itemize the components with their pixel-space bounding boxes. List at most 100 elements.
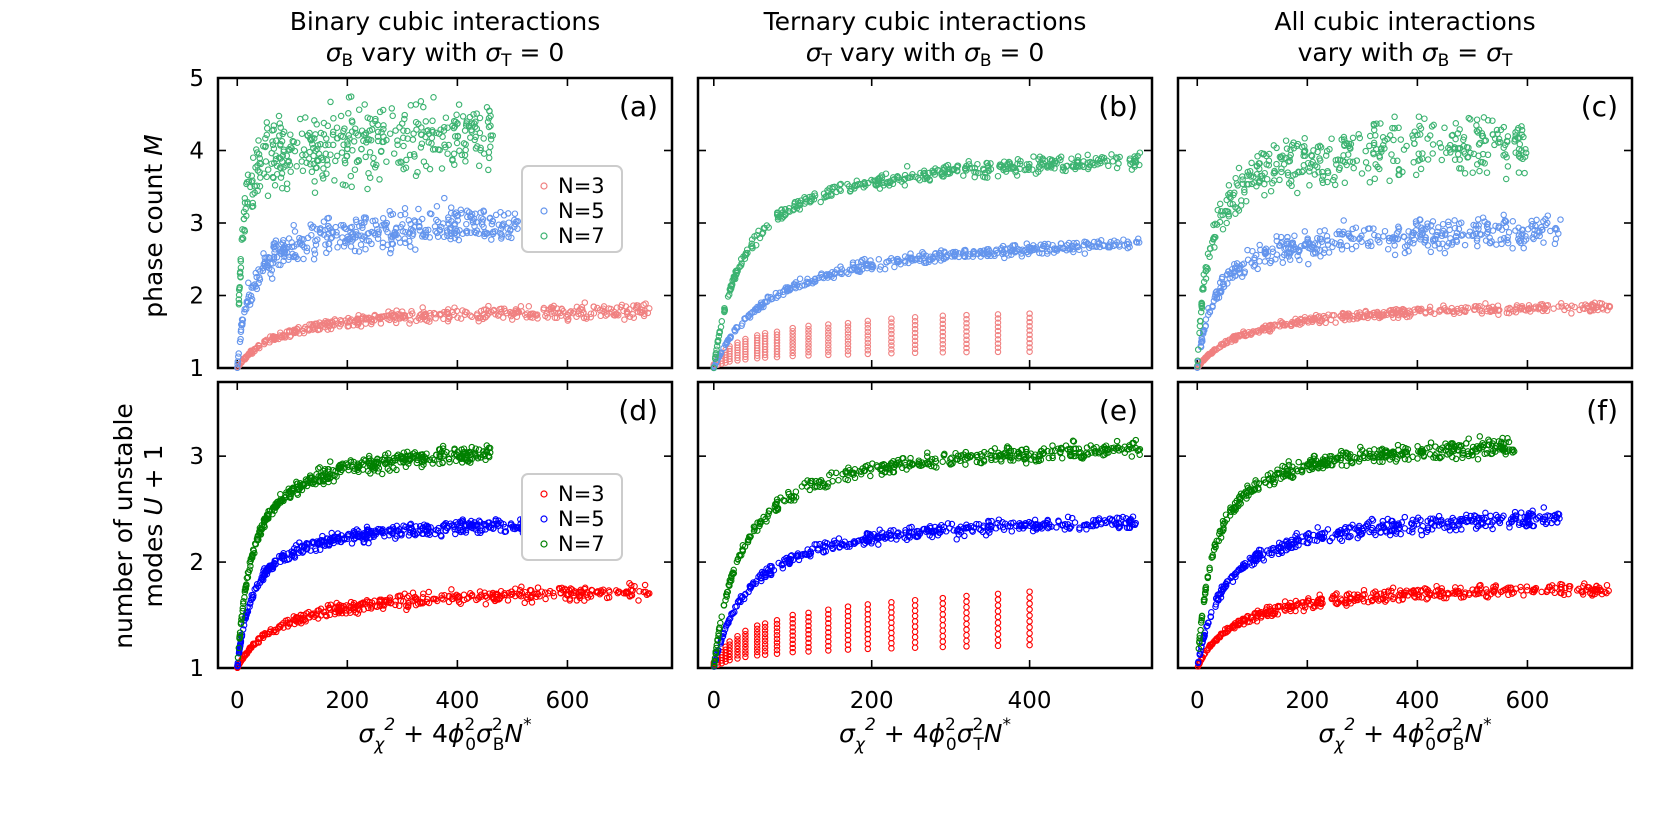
data-point (563, 313, 570, 321)
data-point (277, 490, 284, 498)
data-point (1429, 141, 1437, 148)
data-point (1476, 167, 1483, 175)
data-point (508, 310, 515, 317)
data-point (401, 205, 409, 212)
data-point (300, 146, 308, 153)
data-point (485, 154, 493, 162)
data-point (875, 256, 883, 263)
y-tick-label: 5 (189, 66, 204, 92)
data-point (1473, 116, 1481, 123)
data-point (1441, 124, 1448, 132)
data-point (327, 98, 334, 106)
data-point (417, 316, 424, 323)
data-point (514, 218, 522, 225)
data-point (459, 113, 467, 120)
column-title-all: All cubic interactions vary with σB = σT (1274, 7, 1535, 71)
data-point (508, 316, 516, 323)
x-tick-label: 0 (230, 688, 245, 714)
data-point (340, 243, 348, 250)
data-point (633, 304, 641, 311)
data-point (1520, 244, 1527, 252)
data-point (392, 319, 400, 327)
data-point (1469, 169, 1476, 176)
data-point (1417, 165, 1425, 173)
data-point (420, 103, 427, 111)
data-points (710, 436, 1144, 670)
data-point (1372, 132, 1379, 139)
series-N5 (234, 194, 530, 372)
legend-label: N=5 (558, 199, 605, 223)
data-point (429, 117, 436, 125)
y-tick-label: 1 (189, 356, 204, 382)
legend: N=3N=5N=7 (521, 165, 623, 253)
data-point (453, 111, 460, 119)
data-point (316, 226, 324, 233)
data-point (281, 334, 289, 341)
data-point (458, 209, 465, 217)
data-point (453, 139, 461, 147)
data-point (508, 234, 515, 242)
column-title-line1: Ternary cubic interactions (763, 7, 1087, 36)
data-point (630, 314, 638, 321)
data-point (1305, 260, 1312, 268)
data-point (1276, 176, 1283, 184)
data-point (351, 247, 359, 255)
data-point (1306, 168, 1313, 175)
data-point (430, 94, 437, 101)
data-point (510, 310, 518, 318)
data-point (238, 321, 245, 328)
data-point (406, 237, 413, 245)
data-point (817, 198, 824, 206)
y-tick-label: 2 (189, 284, 204, 310)
data-point (432, 228, 439, 235)
data-point (1424, 156, 1432, 163)
data-point (459, 307, 466, 314)
data-point (261, 262, 268, 270)
data-point (485, 123, 493, 131)
data-point (1366, 179, 1374, 186)
data-point (280, 257, 287, 265)
data-point (351, 166, 359, 173)
xlabel-col-c: σχ2 + 4ϕ2 0σ2 BN* (1318, 715, 1491, 755)
data-point (463, 220, 470, 228)
column-title-binary: Binary cubic interactions σB vary with σ… (290, 7, 601, 71)
data-point (1397, 136, 1405, 143)
data-point (372, 217, 379, 224)
data-point (261, 340, 268, 348)
data-point (450, 150, 458, 158)
data-point (417, 144, 425, 151)
data-point (1371, 175, 1379, 183)
data-point (630, 302, 637, 309)
data-point (1286, 256, 1294, 263)
data-point (1557, 216, 1564, 223)
data-point (362, 245, 369, 253)
data-point (313, 226, 321, 233)
data-point (1235, 164, 1243, 172)
panel-letter: (c) (1581, 90, 1618, 123)
data-point (1219, 225, 1227, 233)
data-point (271, 182, 279, 189)
data-point (376, 176, 383, 183)
x-tick-label: 200 (325, 688, 369, 714)
data-point (434, 233, 442, 240)
data-point (407, 102, 415, 109)
data-point (401, 210, 409, 218)
data-point (604, 311, 611, 318)
data-point (235, 353, 242, 360)
data-point (487, 143, 494, 151)
data-point (234, 364, 241, 372)
panel-c: (c) (1176, 76, 1634, 371)
data-point (335, 320, 342, 327)
data-point (1084, 151, 1091, 159)
data-point (461, 127, 469, 134)
data-point (960, 172, 967, 179)
y-tick-label: 3 (189, 211, 204, 237)
data-point (376, 314, 384, 322)
data-point (400, 312, 408, 319)
data-point (1461, 170, 1469, 177)
data-point (805, 322, 812, 330)
data-point (1461, 241, 1469, 249)
data-point (253, 273, 260, 281)
data-point (1350, 164, 1357, 172)
